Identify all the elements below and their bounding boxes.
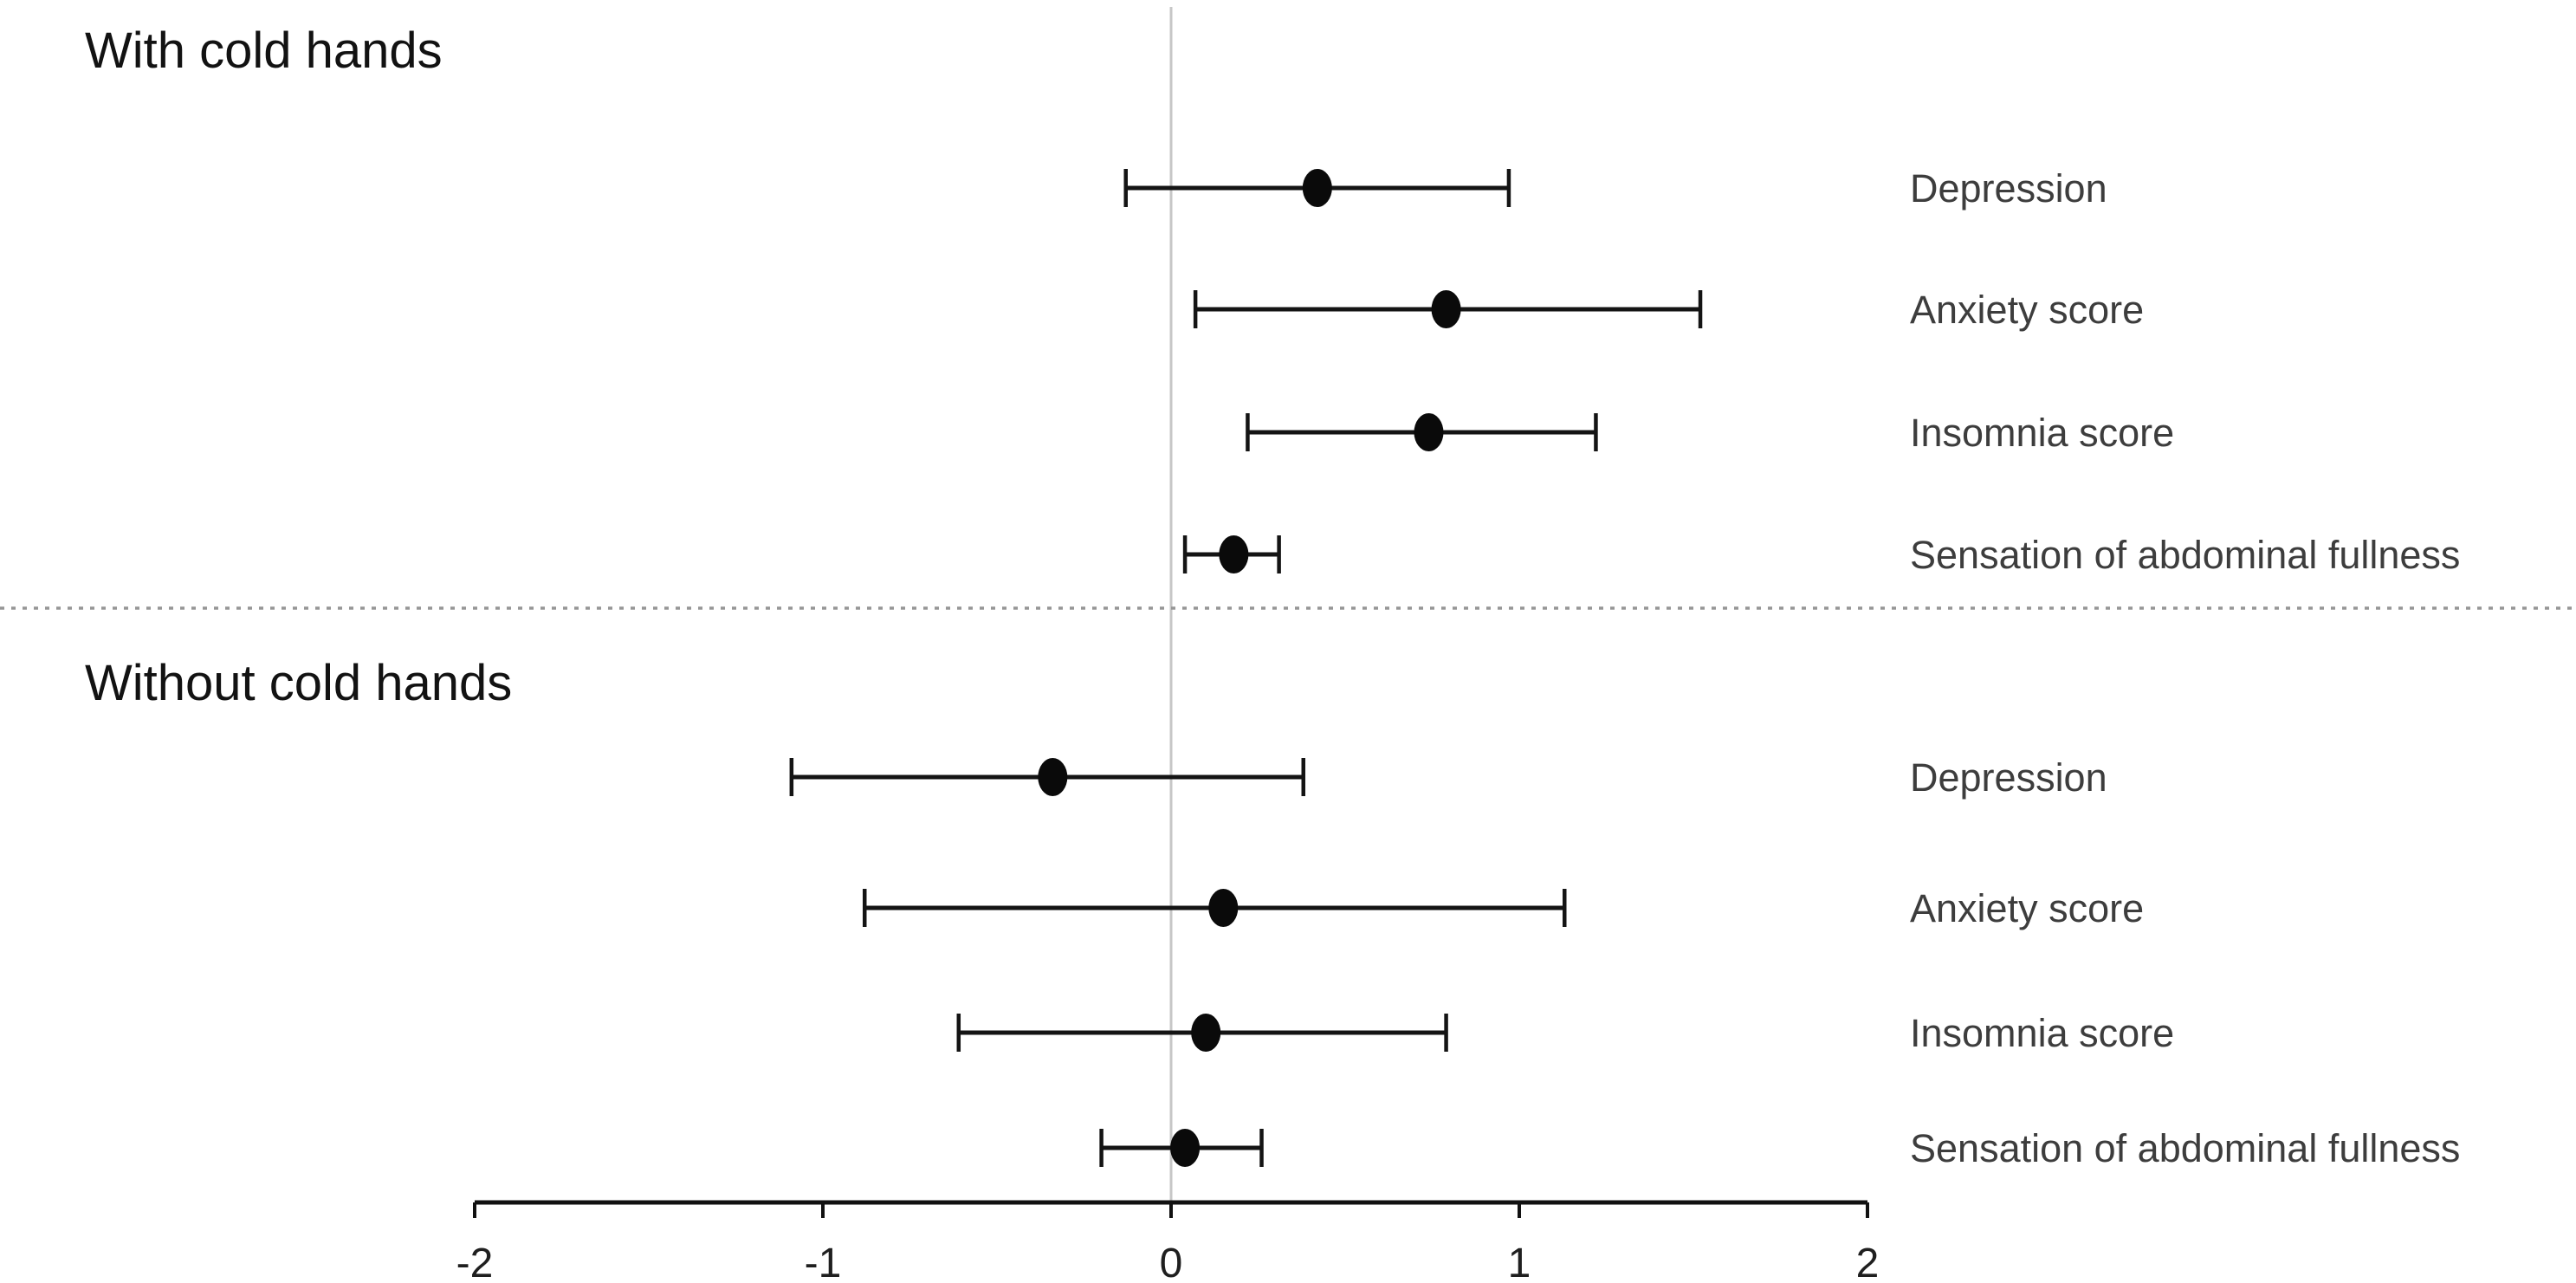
estimate-dot — [1038, 758, 1068, 796]
x-axis-tick-label: 1 — [1508, 1241, 1531, 1283]
row-label: Sensation of abdominal fullness — [1910, 1126, 2460, 1170]
row-label: Insomnia score — [1910, 1011, 2174, 1055]
axis-layer — [473, 1200, 1869, 1218]
estimate-dot — [1208, 889, 1239, 927]
estimate-dot — [1414, 413, 1444, 451]
estimate-dot — [1302, 169, 1332, 207]
x-axis-tick-label: 0 — [1160, 1241, 1183, 1283]
row-label: Depression — [1910, 755, 2107, 800]
reference-layer — [0, 7, 2576, 1202]
estimate-dot — [1431, 290, 1461, 328]
estimate-dot — [1191, 1014, 1221, 1052]
row-label: Depression — [1910, 166, 2107, 211]
estimate-dot — [1170, 1129, 1201, 1167]
section-title-with-cold-hands: With cold hands — [85, 23, 443, 79]
row-label: Anxiety score — [1910, 288, 2144, 332]
row-label: Insomnia score — [1910, 411, 2174, 455]
data-layer — [789, 169, 1703, 1167]
text-layer: With cold hands Without cold hands Depre… — [85, 23, 2460, 1283]
estimate-dot — [1219, 535, 1249, 573]
row-label: Anxiety score — [1910, 886, 2144, 930]
x-axis-tick-label: -2 — [456, 1241, 494, 1283]
x-axis-tick-label: -1 — [805, 1241, 842, 1283]
x-axis-tick-label: 2 — [1856, 1241, 1880, 1283]
row-label: Sensation of abdominal fullness — [1910, 533, 2460, 577]
section-title-without-cold-hands: Without cold hands — [85, 655, 512, 711]
